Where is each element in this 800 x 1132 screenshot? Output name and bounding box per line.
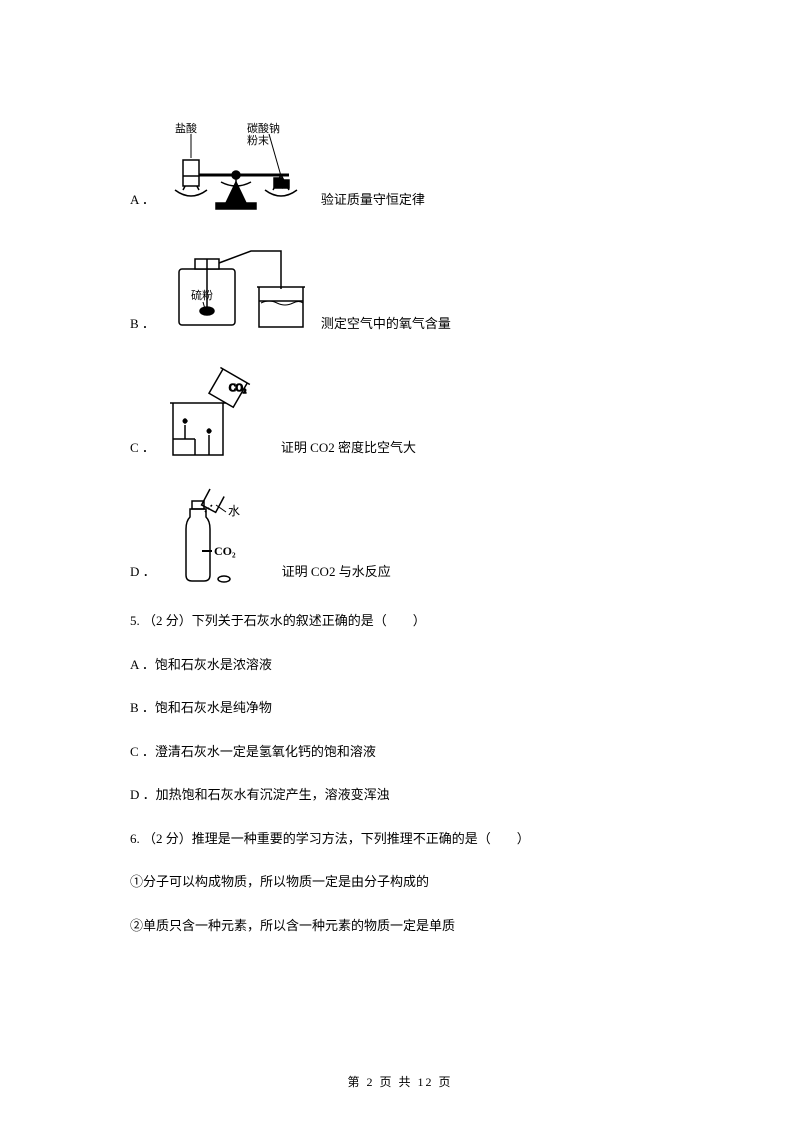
figure-co2-density: CO₂ (161, 363, 271, 463)
q6-line1: ①分子可以构成物质，所以物质一定是由分子构成的 (130, 872, 670, 892)
figure-co2-water: 水 CO₂ (162, 487, 272, 587)
q5-stem: 5. （2 分）下列关于石灰水的叙述正确的是（ ） (130, 611, 670, 631)
label-sulfur: 硫粉 (191, 288, 213, 302)
option-desc: 测定空气中的氧气含量 (321, 314, 451, 340)
option-letter: B ． (130, 314, 155, 340)
q4-option-a: A ． (130, 120, 670, 215)
q5-option-b: B ．饱和石灰水是纯净物 (130, 698, 670, 718)
label-co2: CO₂ (229, 383, 246, 394)
q6-line2: ②单质只含一种元素，所以含一种元素的物质一定是单质 (130, 916, 670, 936)
option-desc: 验证质量守恒定律 (321, 190, 425, 216)
figure-balance-scale: 盐酸 碳酸钠 粉末 (161, 120, 311, 215)
q5-option-c: C ．澄清石灰水一定是氢氧化钙的饱和溶液 (130, 742, 670, 762)
q5-option-d: D ．加热饱和石灰水有沉淀产生，溶液变浑浊 (130, 785, 670, 805)
q4-option-d: D ． 水 CO₂ (130, 487, 670, 587)
page-footer: 第 2 页 共 12 页 (0, 1073, 800, 1090)
q6-stem: 6. （2 分）推理是一种重要的学习方法，下列推理不正确的是（ ） (130, 829, 670, 849)
figure-oxygen-measure: 硫粉 (161, 239, 311, 339)
label-left: 盐酸 (175, 121, 197, 135)
svg-text:粉末: 粉末 (247, 133, 269, 147)
q4-option-b: B ． 硫粉 (130, 239, 670, 339)
option-letter: C ． (130, 438, 155, 464)
option-letter: A ． (130, 190, 155, 216)
q4-option-c: C ． CO₂ (130, 363, 670, 463)
page-body: A ． (0, 0, 800, 935)
label-co2: CO₂ (214, 544, 236, 558)
label-right: 碳酸钠 (247, 121, 280, 135)
option-letter: D ． (130, 562, 156, 588)
q5-option-a: A ．饱和石灰水是浓溶液 (130, 655, 670, 675)
option-desc: 证明 CO2 与水反应 (282, 562, 391, 588)
option-desc: 证明 CO2 密度比空气大 (281, 438, 416, 464)
label-water: 水 (228, 504, 240, 518)
